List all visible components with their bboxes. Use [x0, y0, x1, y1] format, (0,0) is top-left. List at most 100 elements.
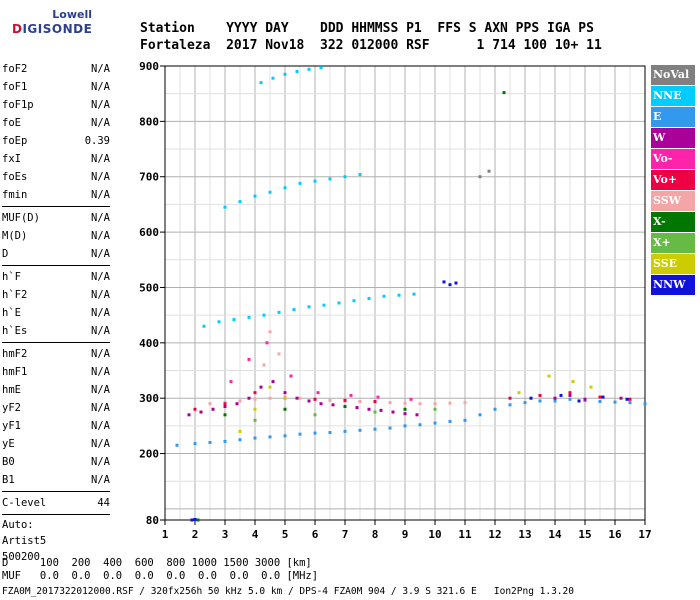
y-tick-label: 300 — [139, 392, 159, 405]
data-point — [313, 179, 317, 183]
data-point — [373, 427, 377, 431]
param-value: N/A — [91, 325, 110, 337]
data-point — [343, 429, 347, 433]
data-point — [538, 399, 542, 403]
data-point — [217, 320, 221, 324]
data-point — [553, 399, 557, 403]
footer-info: FZA0M_2017322012000.RSF / 320fx256h 50 k… — [2, 586, 574, 597]
data-point — [517, 391, 521, 395]
data-point — [268, 330, 272, 334]
param-label: foEp — [2, 135, 28, 147]
param-divider — [2, 491, 110, 492]
autoscale-text: Artist5 — [2, 535, 47, 547]
param-row: yE N/A — [2, 435, 110, 453]
param-row: MUF(D) N/A — [2, 209, 110, 227]
muf-table: D 100 200 400 600 800 1000 1500 3000 [km… — [2, 557, 318, 583]
data-point — [598, 400, 602, 404]
data-point — [268, 435, 272, 439]
param-value: N/A — [91, 474, 110, 486]
data-point — [208, 402, 212, 406]
data-point — [292, 308, 296, 312]
data-point — [223, 402, 227, 406]
param-value: N/A — [91, 248, 110, 260]
data-point — [196, 518, 200, 522]
legend-item: E — [651, 107, 695, 127]
param-label: D — [2, 248, 9, 260]
data-point — [268, 396, 272, 400]
data-point — [403, 401, 407, 405]
param-value: N/A — [91, 99, 110, 111]
data-point — [199, 410, 203, 414]
legend-item: W — [651, 128, 695, 148]
data-point — [523, 401, 527, 405]
data-point — [247, 357, 251, 361]
data-point — [433, 407, 437, 411]
x-tick-label: 4 — [252, 528, 259, 541]
param-label: fmin — [2, 189, 28, 201]
param-label: foF2 — [2, 63, 28, 75]
d-row: D 100 200 400 600 800 1000 1500 3000 [km… — [2, 557, 312, 569]
data-point — [448, 401, 452, 405]
data-point — [328, 431, 332, 435]
data-point — [313, 397, 317, 401]
param-label: foE — [2, 117, 21, 129]
data-point — [295, 70, 299, 74]
data-point — [589, 385, 593, 389]
data-point — [223, 205, 227, 209]
data-point — [175, 443, 179, 447]
data-point — [322, 303, 326, 307]
data-point — [271, 76, 275, 80]
data-point — [358, 428, 362, 432]
data-point — [253, 407, 257, 411]
data-point — [568, 393, 572, 397]
data-point — [352, 299, 356, 303]
param-label: foF1 — [2, 81, 28, 93]
param-divider — [2, 514, 110, 515]
param-label: hmF1 — [2, 366, 28, 378]
data-point — [238, 399, 242, 403]
param-row: hmE N/A — [2, 381, 110, 399]
station-header: Station YYYY DAY DDD HHMMSS P1 FFS S AXN… — [140, 20, 602, 54]
x-tick-label: 15 — [578, 528, 591, 541]
header-values: Fortaleza 2017 Nov18 322 012000 RSF 1 71… — [140, 38, 602, 53]
param-value: 44 — [97, 497, 110, 509]
data-point — [313, 431, 317, 435]
param-value: 0.39 — [84, 135, 110, 147]
data-point — [571, 380, 575, 384]
data-point — [367, 407, 371, 411]
param-row: fmin N/A — [2, 186, 110, 204]
data-point — [448, 283, 452, 287]
data-point — [415, 413, 419, 417]
y-tick-label: 400 — [139, 337, 159, 350]
legend-item: NoVal — [651, 65, 695, 85]
data-point — [538, 393, 542, 397]
data-point — [478, 413, 482, 417]
param-row: foF1 N/A — [2, 78, 110, 96]
data-point — [298, 181, 302, 185]
param-label: M(D) — [2, 230, 28, 242]
muf-row: MUF 0.0 0.0 0.0 0.0 0.0 0.0 0.0 0.0 [MHz… — [2, 570, 319, 582]
logo-digisonde-text: DIGISONDE — [12, 22, 93, 36]
autoscale-text: Auto: — [2, 519, 34, 531]
data-point — [271, 380, 275, 384]
param-row: h`F N/A — [2, 268, 110, 286]
data-point — [262, 313, 266, 317]
legend-item: X+ — [651, 233, 695, 253]
data-point — [253, 397, 257, 401]
x-tick-label: 14 — [548, 528, 562, 541]
param-value: N/A — [91, 384, 110, 396]
data-point — [529, 396, 533, 400]
data-point — [418, 402, 422, 406]
param-row: foE N/A — [2, 114, 110, 132]
param-value: N/A — [91, 438, 110, 450]
data-point — [223, 405, 227, 408]
data-point — [388, 426, 392, 430]
y-tick-label: 80 — [146, 514, 159, 527]
data-point — [355, 406, 359, 410]
data-point — [298, 432, 302, 436]
data-point — [433, 402, 437, 406]
data-point — [442, 280, 446, 284]
header-labels: Station YYYY DAY DDD HHMMSS P1 FFS S AXN… — [140, 21, 594, 36]
data-point — [388, 401, 392, 405]
x-tick-label: 9 — [402, 528, 409, 541]
